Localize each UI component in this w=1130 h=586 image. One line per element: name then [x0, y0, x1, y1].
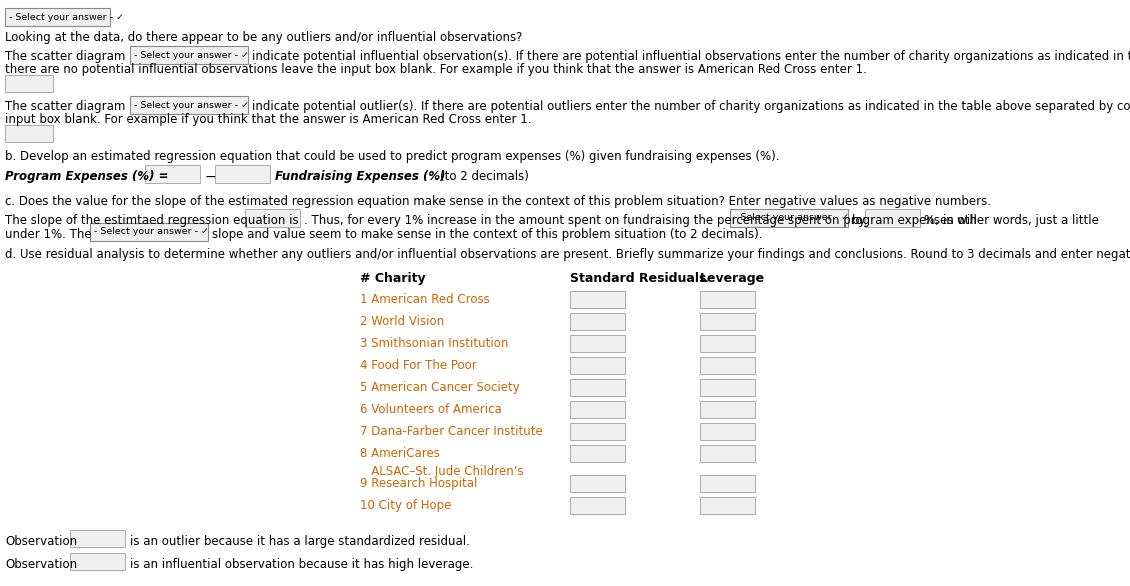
Text: The scatter diagram: The scatter diagram	[5, 50, 125, 63]
Text: - Select your answer - ✓: - Select your answer - ✓	[94, 227, 209, 237]
FancyBboxPatch shape	[5, 75, 53, 92]
Text: Observation: Observation	[5, 535, 77, 548]
FancyBboxPatch shape	[570, 445, 625, 462]
FancyBboxPatch shape	[699, 401, 755, 418]
Text: - Select your answer - ✓: - Select your answer - ✓	[9, 12, 124, 22]
Text: . Thus, for every 1% increase in the amount spent on fundraising the percentage : . Thus, for every 1% increase in the amo…	[304, 214, 976, 227]
FancyBboxPatch shape	[699, 497, 755, 514]
FancyBboxPatch shape	[130, 96, 247, 114]
FancyBboxPatch shape	[215, 165, 270, 183]
FancyBboxPatch shape	[699, 445, 755, 462]
Text: %; in other words, just a little: %; in other words, just a little	[924, 214, 1098, 227]
Text: 3 Smithsonian Institution: 3 Smithsonian Institution	[360, 337, 508, 350]
Text: - Select your answer - ✓: - Select your answer - ✓	[134, 101, 249, 110]
Text: slope and value seem to make sense in the context of this problem situation (to : slope and value seem to make sense in th…	[212, 228, 763, 241]
FancyBboxPatch shape	[699, 335, 755, 352]
Text: Standard Residuals: Standard Residuals	[570, 272, 706, 285]
Text: 8 AmeriCares: 8 AmeriCares	[360, 447, 440, 460]
FancyBboxPatch shape	[570, 335, 625, 352]
Text: b. Develop an estimated regression equation that could be used to predict progra: b. Develop an estimated regression equat…	[5, 150, 780, 163]
FancyBboxPatch shape	[570, 423, 625, 440]
Text: is an outlier because it has a large standardized residual.: is an outlier because it has a large sta…	[130, 535, 470, 548]
Text: by: by	[852, 214, 867, 227]
Text: Leverage: Leverage	[699, 272, 765, 285]
FancyBboxPatch shape	[699, 423, 755, 440]
FancyBboxPatch shape	[570, 357, 625, 374]
FancyBboxPatch shape	[699, 475, 755, 492]
Text: - Select your answer - ✓: - Select your answer - ✓	[134, 50, 249, 60]
FancyBboxPatch shape	[730, 209, 848, 227]
Text: ALSAC–St. Jude Children’s: ALSAC–St. Jude Children’s	[360, 465, 523, 478]
FancyBboxPatch shape	[699, 313, 755, 330]
Text: 4 Food For The Poor: 4 Food For The Poor	[360, 359, 477, 372]
FancyBboxPatch shape	[145, 165, 200, 183]
Text: The slope of the estimtaed regression equation is: The slope of the estimtaed regression eq…	[5, 214, 298, 227]
FancyBboxPatch shape	[864, 209, 920, 227]
FancyBboxPatch shape	[699, 291, 755, 308]
FancyBboxPatch shape	[70, 553, 125, 570]
Text: under 1%. The: under 1%. The	[5, 228, 92, 241]
Text: 1 American Red Cross: 1 American Red Cross	[360, 293, 489, 306]
FancyBboxPatch shape	[90, 223, 208, 241]
FancyBboxPatch shape	[699, 357, 755, 374]
Text: Looking at the data, do there appear to be any outliers and/or influential obser: Looking at the data, do there appear to …	[5, 31, 522, 44]
Text: The scatter diagram: The scatter diagram	[5, 100, 125, 113]
FancyBboxPatch shape	[570, 497, 625, 514]
Text: 7 Dana-Farber Cancer Institute: 7 Dana-Farber Cancer Institute	[360, 425, 542, 438]
Text: Fundraising Expenses (%): Fundraising Expenses (%)	[275, 170, 445, 183]
Text: input box blank. For example if you think that the answer is American Red Cross : input box blank. For example if you thin…	[5, 113, 531, 126]
Text: c. Does the value for the slope of the estimated regression equation make sense : c. Does the value for the slope of the e…	[5, 195, 991, 208]
Text: 9 Research Hospital: 9 Research Hospital	[360, 477, 477, 490]
FancyBboxPatch shape	[245, 209, 299, 227]
Text: 2 World Vision: 2 World Vision	[360, 315, 444, 328]
Text: # Charity: # Charity	[360, 272, 426, 285]
Text: d. Use residual analysis to determine whether any outliers and/or influential ob: d. Use residual analysis to determine wh…	[5, 248, 1130, 261]
Text: Observation: Observation	[5, 558, 77, 571]
Text: 10 City of Hope: 10 City of Hope	[360, 499, 451, 512]
Text: −: −	[205, 170, 217, 184]
FancyBboxPatch shape	[5, 8, 110, 26]
FancyBboxPatch shape	[570, 401, 625, 418]
Text: there are no potential influential observations leave the input box blank. For e: there are no potential influential obser…	[5, 63, 867, 76]
Text: 5 American Cancer Society: 5 American Cancer Society	[360, 381, 520, 394]
Text: (to 2 decimals): (to 2 decimals)	[440, 170, 529, 183]
Text: 6 Volunteers of America: 6 Volunteers of America	[360, 403, 502, 416]
FancyBboxPatch shape	[130, 46, 247, 64]
Text: indicate potential outlier(s). If there are potential outliers enter the number : indicate potential outlier(s). If there …	[252, 100, 1130, 113]
FancyBboxPatch shape	[570, 475, 625, 492]
FancyBboxPatch shape	[70, 530, 125, 547]
FancyBboxPatch shape	[570, 291, 625, 308]
FancyBboxPatch shape	[570, 313, 625, 330]
Text: indicate potential influential observation(s). If there are potential influentia: indicate potential influential observati…	[252, 50, 1130, 63]
FancyBboxPatch shape	[570, 379, 625, 396]
Text: is an influential observation because it has high leverage.: is an influential observation because it…	[130, 558, 473, 571]
Text: - Select your answer - ✓: - Select your answer - ✓	[734, 213, 849, 223]
FancyBboxPatch shape	[5, 125, 53, 142]
Text: Program Expenses (%) =: Program Expenses (%) =	[5, 170, 168, 183]
FancyBboxPatch shape	[699, 379, 755, 396]
